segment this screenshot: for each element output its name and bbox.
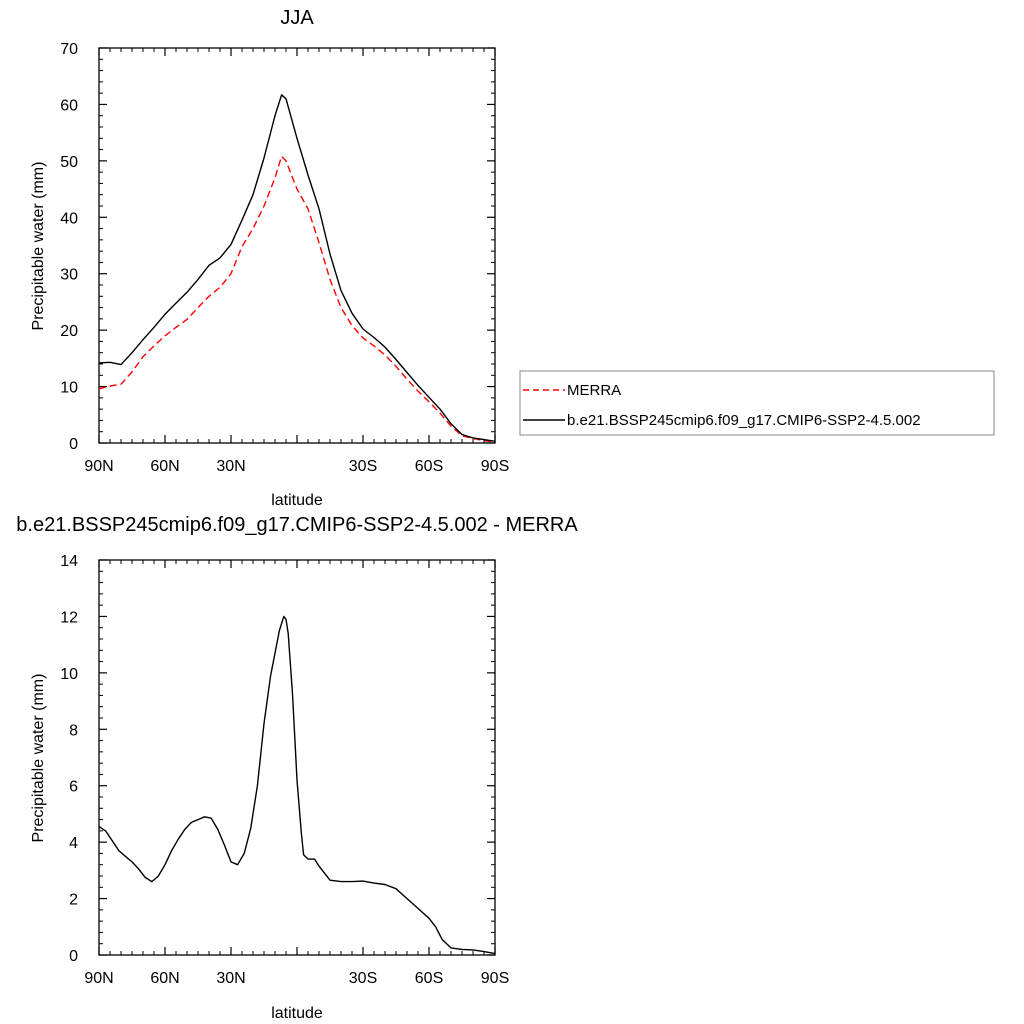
bottom-chart-series [98,615,496,955]
top-x-tick-label: 30S [349,458,377,475]
top-y-tick-label: 70 [60,41,78,58]
bottom-chart-panel: b.e21.BSSP245cmip6.f09_g17.CMIP6-SSP2-4.… [16,514,578,1022]
bottom-y-tick-label: 4 [69,835,78,852]
top-y-tick-label: 0 [69,436,78,453]
bottom-y-tick-label: 6 [69,779,78,796]
top-y-tick-label: 60 [60,97,78,114]
top-y-tick-label: 40 [60,210,78,227]
top-chart-y-axis-label: Precipitable water (mm) [30,162,47,331]
bottom-x-tick-label: 90S [481,970,509,987]
top-y-tick-label: 30 [60,267,78,284]
top-chart-panel: JJA 90N 60N 30N 30S 60S 90S 0 10 20 30 40 50 60 70 la… [30,7,509,509]
top-series-line-0 [98,155,496,443]
top-y-tick-label: 10 [60,380,78,397]
legend: MERRA b.e21.BSSP245cmip6.f09_g17.CMIP6-S… [519,370,995,436]
bottom-y-tick-label: 14 [60,553,78,570]
top-x-tick-label: 90S [481,458,509,475]
legend-label-model: b.e21.BSSP245cmip6.f09_g17.CMIP6-SSP2-4.… [567,412,921,429]
bottom-chart-title: b.e21.BSSP245cmip6.f09_g17.CMIP6-SSP2-4.… [16,514,578,536]
bottom-plot-frame [98,559,496,956]
top-y-tick-label: 50 [60,154,78,171]
bottom-x-tick-label: 30S [349,970,377,987]
top-x-tick-label: 90N [84,458,113,475]
legend-box [519,370,995,436]
bottom-y-tick-label: 0 [69,948,78,965]
bottom-x-tick-label: 60S [415,970,443,987]
top-x-tick-label: 60S [415,458,443,475]
top-x-tick-label: 30N [216,458,245,475]
bottom-series-line-0 [98,615,496,955]
bottom-x-tick-label: 30N [216,970,245,987]
top-y-tick-label: 20 [60,323,78,340]
top-series-line-1 [98,94,496,442]
bottom-chart-y-axis-label: Precipitable water (mm) [30,674,47,843]
bottom-x-tick-label: 60N [150,970,179,987]
top-plot-frame [98,47,496,444]
top-chart-series [98,94,496,443]
bottom-chart-x-axis-label: latitude [271,1005,323,1022]
legend-label-merra: MERRA [567,382,621,399]
bottom-y-tick-label: 12 [60,609,78,626]
bottom-chart-axes: 90N 60N 30N 30S 60S 90S 0 2 4 6 8 10 12 14 [60,553,509,987]
top-chart-x-axis-label: latitude [271,492,323,509]
bottom-y-tick-label: 8 [69,722,78,739]
top-chart-axes: 90N 60N 30N 30S 60S 90S 0 10 20 30 40 50 60 70 [60,41,509,475]
bottom-y-tick-label: 10 [60,666,78,683]
bottom-y-tick-label: 2 [69,892,78,909]
top-chart-title: JJA [280,7,314,29]
bottom-x-tick-label: 90N [84,970,113,987]
top-x-tick-label: 60N [150,458,179,475]
